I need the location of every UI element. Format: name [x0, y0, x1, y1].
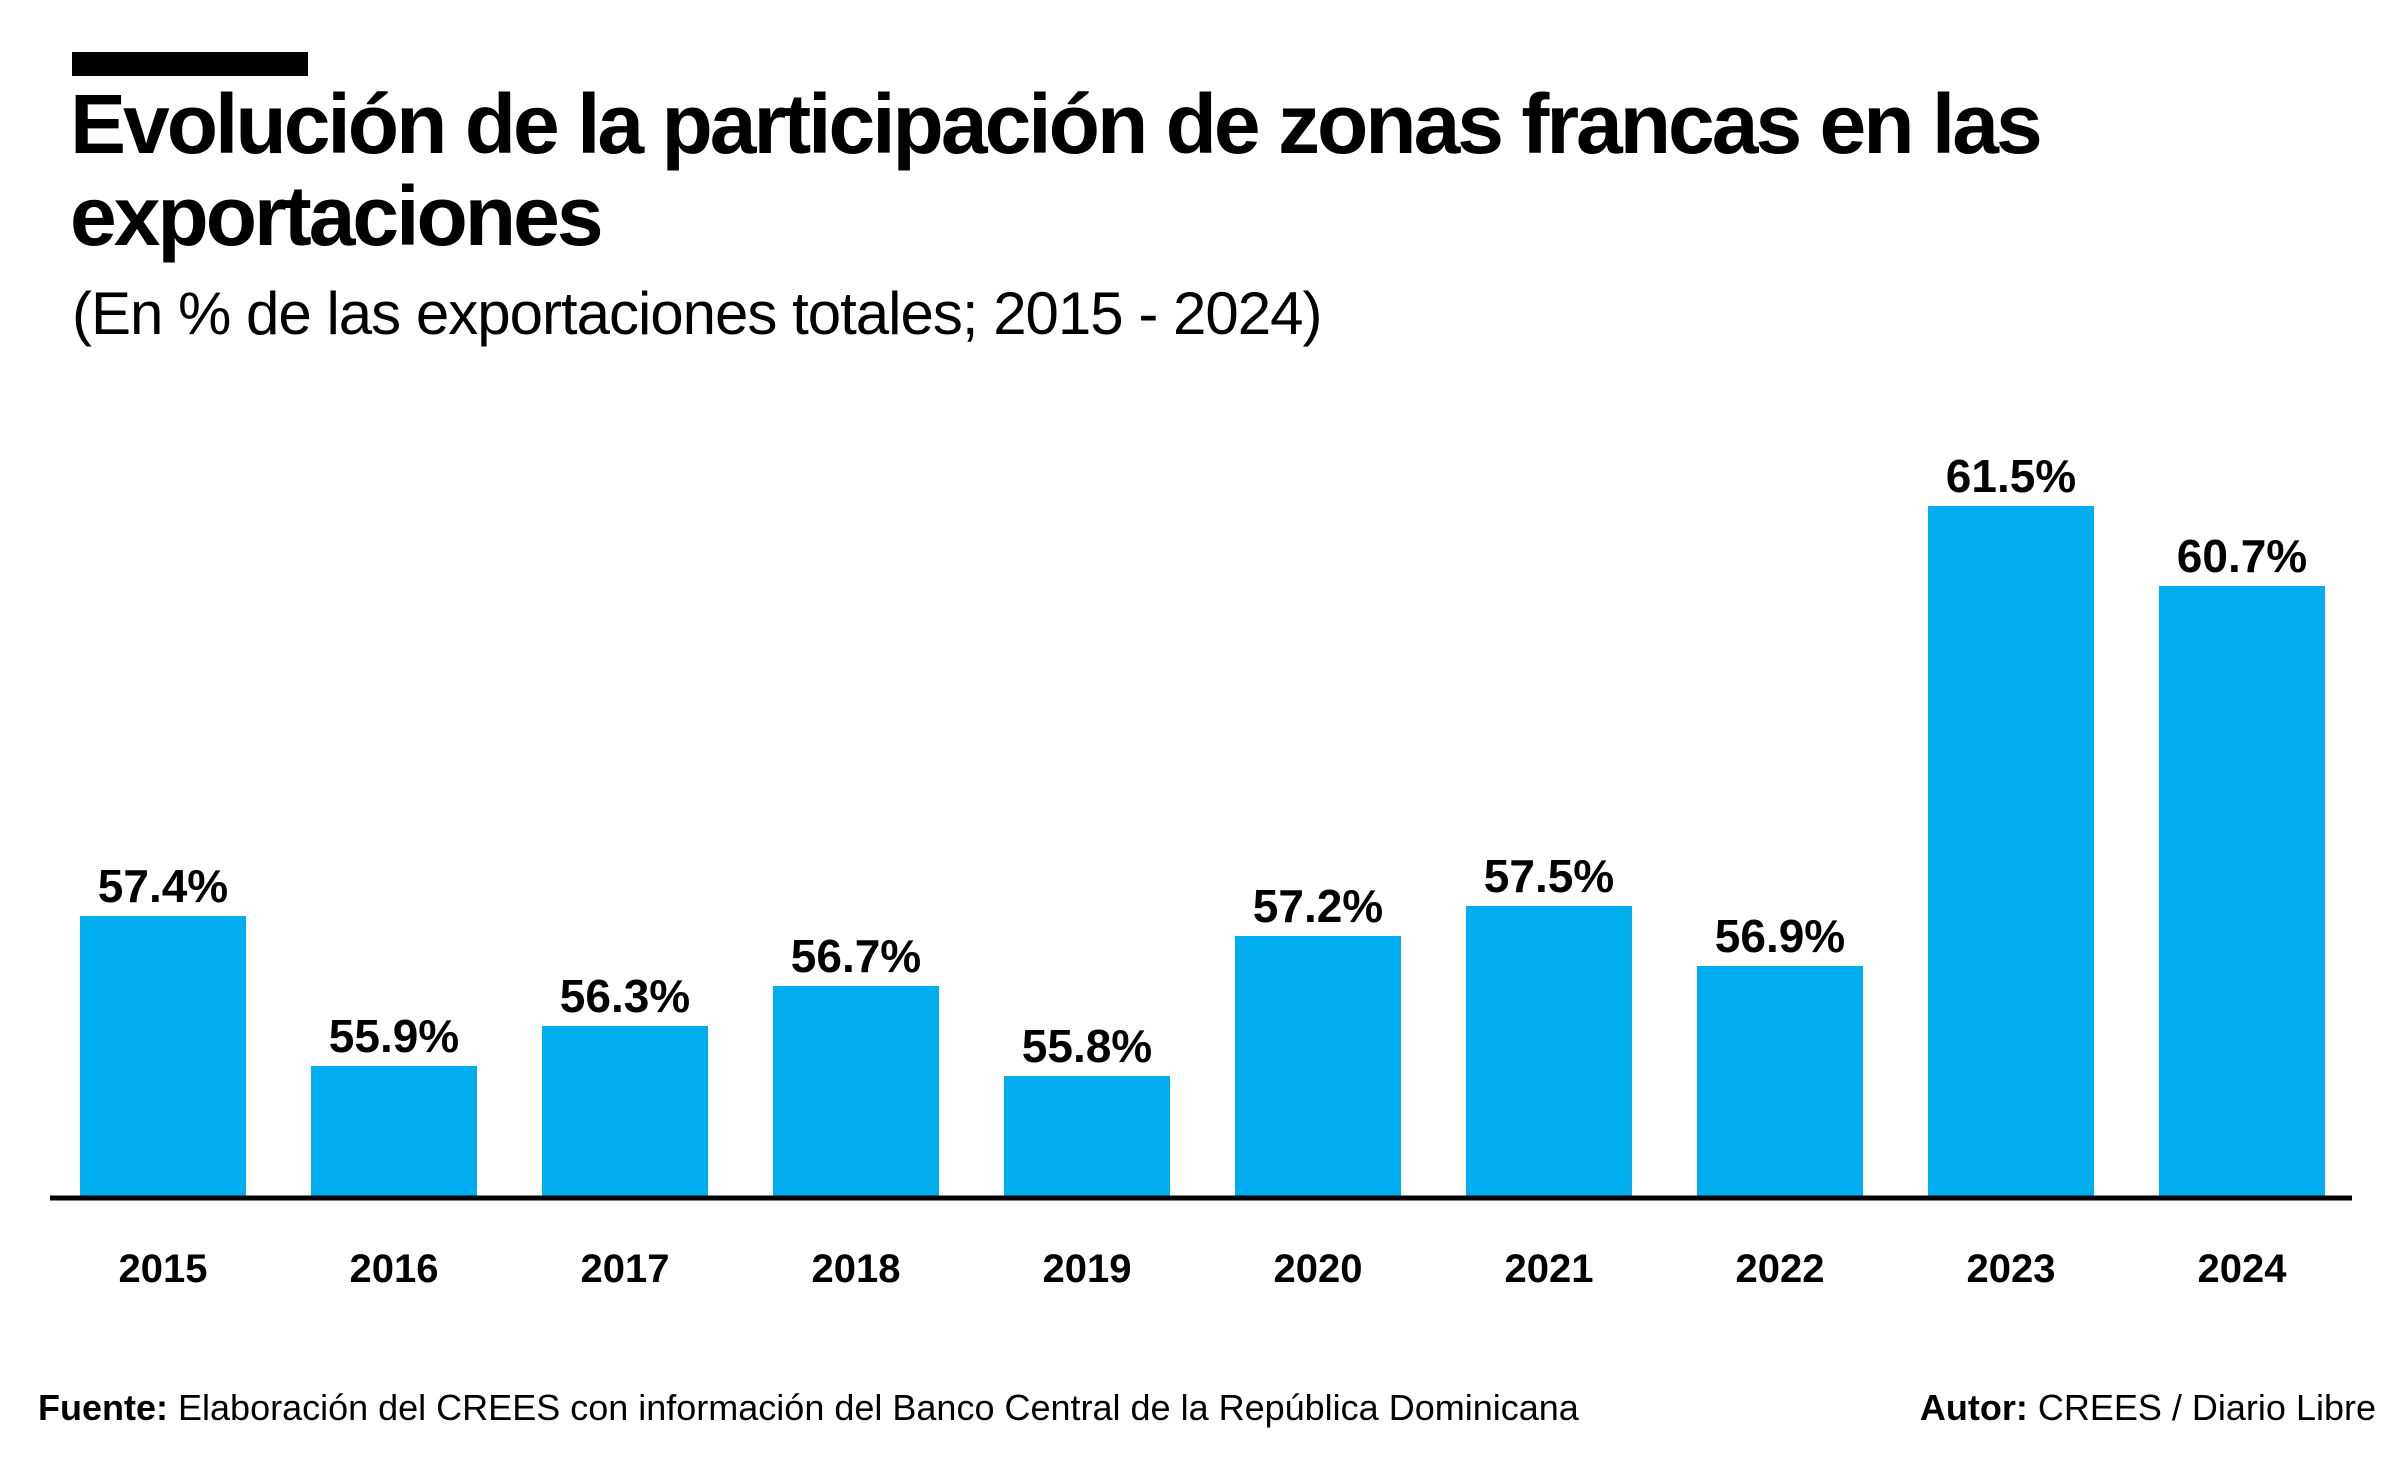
source-text: Elaboración del CREES con información de…	[178, 1387, 1579, 1428]
data-label-2024: 60.7%	[2177, 530, 2307, 582]
x-tick-2016: 2016	[350, 1247, 439, 1291]
bar-2018	[773, 986, 939, 1196]
x-tick-2024: 2024	[2198, 1247, 2288, 1291]
x-tick-2017: 2017	[581, 1247, 670, 1291]
data-label-2022: 56.9%	[1715, 910, 1845, 962]
data-label-2020: 57.2%	[1253, 880, 1383, 932]
title-accent-rule	[72, 52, 308, 76]
bar-2023	[1928, 506, 2094, 1196]
data-label-2017: 56.3%	[560, 970, 690, 1022]
author-note: Autor: CREES / Diario Libre	[1920, 1378, 2376, 1438]
x-tick-2021: 2021	[1505, 1247, 1594, 1291]
x-tick-labels: 2015 2016 2017 2018 2019 2020 2021 2022 2023 2024	[119, 1247, 2288, 1291]
data-label-2021: 57.5%	[1484, 850, 1614, 902]
bar-2021	[1466, 906, 1632, 1196]
chart-subtitle: (En % de las exportaciones totales; 2015…	[72, 280, 1322, 347]
bar-2022	[1697, 966, 1863, 1196]
author-label: Autor:	[1919, 1387, 2028, 1428]
bar-2020	[1235, 936, 1401, 1196]
bar-2024	[2159, 586, 2325, 1196]
bar-2016	[311, 1066, 477, 1196]
bar-2015	[80, 916, 246, 1196]
x-tick-2020: 2020	[1274, 1247, 1363, 1291]
x-tick-2018: 2018	[812, 1247, 901, 1291]
source-label: Fuente:	[38, 1387, 168, 1428]
data-label-2019: 55.8%	[1022, 1020, 1152, 1072]
data-labels: 57.4% 55.9% 56.3% 56.7% 55.8% 57.2% 57.5% 56.9%…	[98, 450, 2307, 1072]
bar-2017	[542, 1026, 708, 1196]
data-label-2015: 57.4%	[98, 860, 228, 912]
footer: Fuente: Elaboración del CREES con inform…	[38, 1378, 2378, 1438]
x-tick-2015: 2015	[119, 1247, 208, 1291]
data-label-2023: 61.5%	[1946, 450, 2076, 502]
x-tick-2019: 2019	[1043, 1247, 1132, 1291]
bar-2019	[1004, 1076, 1170, 1196]
data-label-2018: 56.7%	[791, 930, 921, 982]
bar-series	[80, 506, 2325, 1196]
data-label-2016: 55.9%	[329, 1010, 459, 1062]
source-note: Fuente: Elaboración del CREES con inform…	[38, 1378, 1579, 1438]
x-tick-2022: 2022	[1736, 1247, 1825, 1291]
chart-title: Evolución de la participación de zonas f…	[70, 77, 2043, 263]
author-text: CREES / Diario Libre	[2037, 1387, 2376, 1428]
x-tick-2023: 2023	[1967, 1247, 2056, 1291]
